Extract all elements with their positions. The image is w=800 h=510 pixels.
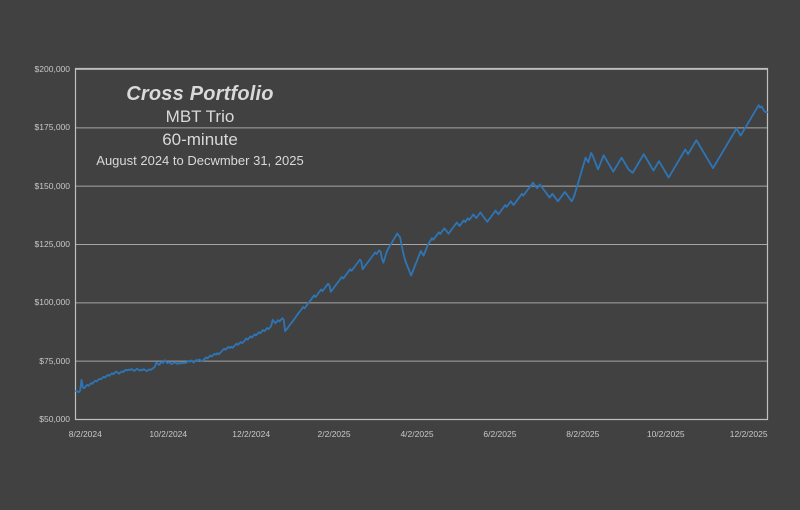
x-axis-tick-label: 10/2/2024: [149, 429, 188, 439]
x-axis-tick-label: 6/2/2025: [483, 429, 517, 439]
gridlines-group: [76, 69, 767, 362]
x-axis-tick-label: 2/2/2025: [317, 429, 351, 439]
x-axis-tick-label: 8/2/2024: [68, 429, 102, 439]
equity-line-series: [75, 104, 768, 394]
y-axis-tick-label: $50,000: [39, 414, 70, 424]
y-axis-tick-label: $175,000: [34, 122, 70, 133]
y-axis-tick-label: $125,000: [34, 239, 70, 249]
y-axis-tick-label: $150,000: [34, 180, 70, 191]
x-axis-tick-label: 12/2/2024: [232, 429, 271, 439]
x-axis-tick-label: 10/2/2025: [646, 429, 685, 439]
y-axis-tick-label: $75,000: [39, 355, 70, 366]
x-axis-tick-label: 4/2/2025: [400, 429, 434, 439]
plot-area-border: [74, 67, 769, 421]
y-axis-tick-label: $100,000: [34, 297, 70, 308]
x-axis-tick-label: 12/2/2025: [729, 429, 768, 439]
x-axis-tick-label: 8/2/2025: [566, 429, 600, 439]
y-axis-tick-label: $200,000: [34, 64, 70, 74]
